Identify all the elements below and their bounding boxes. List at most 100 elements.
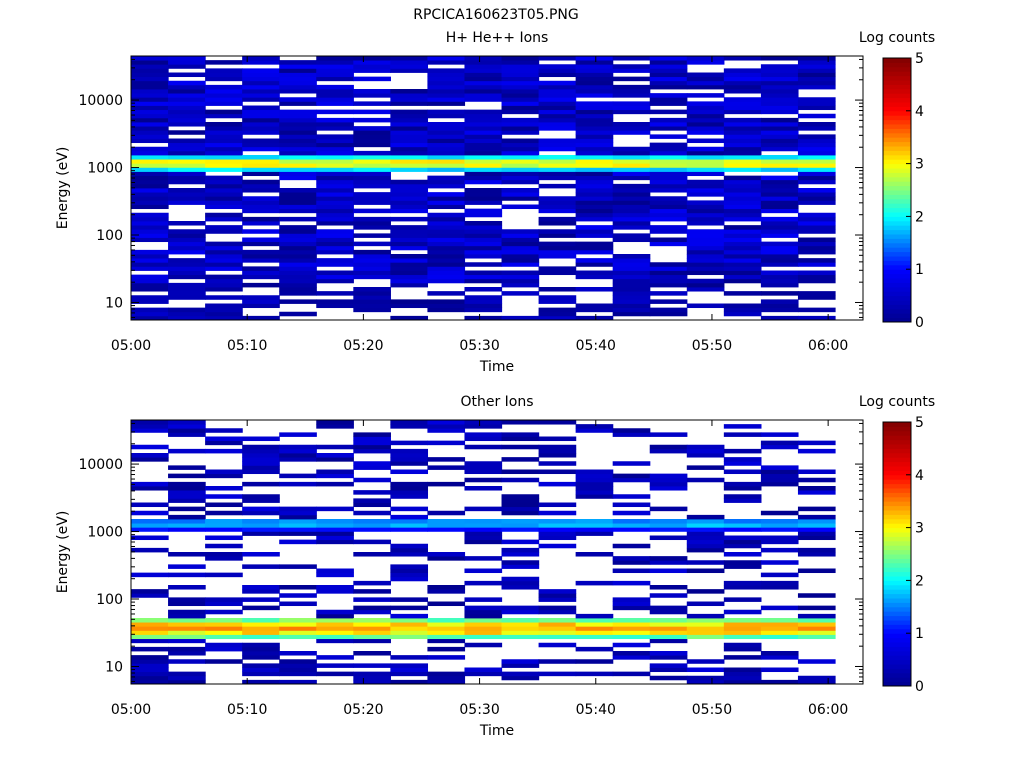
heatmap-cell <box>316 531 354 536</box>
heatmap-cell <box>760 634 799 640</box>
heatmap-cell <box>464 163 503 168</box>
colorbar-strip <box>883 97 911 103</box>
heatmap-cell <box>723 461 762 466</box>
heatmap-cell <box>316 241 354 247</box>
heatmap-cell <box>279 679 317 685</box>
heatmap-cell <box>168 72 206 78</box>
colorbar-tick-label: 0 <box>915 679 924 695</box>
heatmap-cell <box>538 535 577 541</box>
heatmap-cell <box>464 72 503 78</box>
heatmap-cell <box>538 597 577 602</box>
heatmap-cell <box>353 448 391 454</box>
heatmap-cell <box>538 659 577 664</box>
heatmap-cell <box>797 307 836 313</box>
heatmap-cell <box>390 146 429 152</box>
heatmap-cell <box>427 299 466 304</box>
heatmap-cell <box>168 432 206 437</box>
heatmap-cell <box>612 150 651 156</box>
heatmap-cell <box>242 465 280 470</box>
heatmap-cell <box>723 642 762 648</box>
heatmap-cell <box>723 543 762 549</box>
heatmap-cell <box>797 477 836 483</box>
heatmap-cell <box>242 630 280 635</box>
x-tick-label: 05:50 <box>692 702 732 718</box>
heatmap-cell <box>242 221 280 226</box>
heatmap-cell <box>797 506 836 512</box>
heatmap-cell <box>316 89 354 94</box>
colorbar-tick-label: 0 <box>915 315 924 331</box>
heatmap-cell <box>723 109 762 115</box>
heatmap-cell <box>242 208 280 214</box>
heatmap-cell <box>205 68 243 73</box>
colorbar-strip <box>883 150 911 156</box>
heatmap-cell <box>168 622 206 627</box>
heatmap-cell <box>723 432 762 437</box>
heatmap-cell <box>242 72 280 78</box>
heatmap-cell <box>723 539 762 545</box>
heatmap-cell <box>760 465 799 470</box>
heatmap-cell <box>686 76 725 82</box>
heatmap-cell <box>612 597 651 602</box>
heatmap-cell <box>316 93 354 98</box>
heatmap-cell <box>797 113 836 119</box>
heatmap-cell <box>575 519 614 524</box>
heatmap-cell <box>760 626 799 631</box>
heatmap-cell <box>686 179 725 185</box>
heatmap-cell <box>353 589 391 594</box>
heatmap-cell <box>390 167 429 172</box>
heatmap-cell <box>501 547 540 553</box>
heatmap-cell <box>612 93 651 98</box>
heatmap-cell <box>538 183 577 189</box>
heatmap-cell <box>723 138 762 144</box>
heatmap-cell <box>390 299 429 304</box>
heatmap-cell <box>353 461 391 466</box>
heatmap-cell <box>390 126 429 131</box>
heatmap-cell <box>575 159 614 164</box>
heatmap-cell <box>575 122 614 127</box>
heatmap-cell <box>723 679 762 685</box>
heatmap-cell <box>353 233 391 238</box>
heatmap-cell <box>501 167 540 172</box>
heatmap-cell <box>538 159 577 164</box>
heatmap-cell <box>723 126 762 131</box>
heatmap-cell <box>279 457 317 462</box>
heatmap-cell <box>612 130 651 135</box>
heatmap-cell <box>205 196 243 201</box>
heatmap-cell <box>464 523 503 528</box>
colorbar-strip <box>883 571 911 577</box>
heatmap-cell <box>538 233 577 238</box>
heatmap-cell <box>390 424 429 429</box>
colorbar-strip <box>883 115 911 121</box>
heatmap-cell <box>686 589 725 594</box>
colorbar-strip <box>883 496 911 502</box>
colorbar-strip <box>883 128 911 134</box>
heatmap-cell <box>131 204 169 210</box>
heatmap-cell <box>575 469 614 475</box>
colorbar-strip <box>883 176 911 182</box>
heatmap-cell <box>353 634 391 640</box>
heatmap-cell <box>464 122 503 127</box>
heatmap-cell <box>797 262 836 267</box>
heatmap-cell <box>797 486 836 491</box>
heatmap-cell <box>575 200 614 205</box>
heatmap-cell <box>649 299 688 304</box>
heatmap-cell <box>131 424 169 429</box>
heatmap-cell <box>242 249 280 255</box>
heatmap-cell <box>501 469 540 475</box>
heatmap-cell <box>316 444 354 450</box>
heatmap-cell <box>353 527 391 532</box>
heatmap-cell <box>538 622 577 627</box>
heatmap-cell <box>686 448 725 454</box>
heatmap-cell <box>168 270 206 276</box>
heatmap-cell <box>612 630 651 635</box>
colorbar-tick-label: 3 <box>915 521 924 537</box>
heatmap-cell <box>612 109 651 115</box>
heatmap-cell <box>353 171 391 177</box>
heatmap-cell <box>168 613 206 619</box>
heatmap-cell <box>501 523 540 528</box>
heatmap-cell <box>279 130 317 135</box>
x-tick-label: 05:30 <box>459 702 499 718</box>
heatmap-cell <box>427 167 466 172</box>
heatmap-cell <box>575 262 614 267</box>
heatmap-cell <box>427 56 466 61</box>
